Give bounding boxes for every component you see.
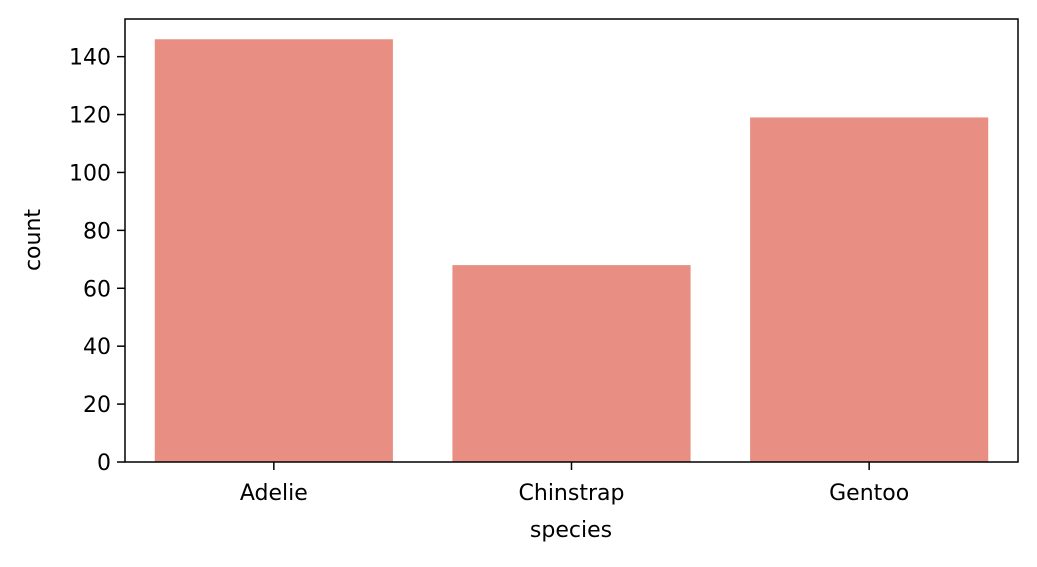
y-tick-label: 120 (69, 104, 111, 129)
bar-chinstrap (452, 265, 691, 462)
y-tick-label: 100 (69, 161, 111, 186)
y-tick-label: 80 (83, 219, 111, 244)
y-tick-label: 140 (69, 46, 111, 71)
y-tick-label: 40 (83, 335, 111, 360)
bar-adelie (154, 39, 393, 462)
y-axis-label: count (21, 209, 46, 271)
x-axis-ticks: Adelie Chinstrap Gentoo (240, 462, 909, 506)
y-tick-label: 0 (97, 451, 111, 476)
x-tick-label: Adelie (240, 481, 308, 506)
y-axis-ticks: 0 20 40 60 80 100 120 140 (69, 46, 125, 476)
bar-gentoo (750, 117, 989, 462)
x-tick-label: Chinstrap (519, 481, 625, 506)
plot-frame (124, 18, 1019, 463)
x-axis-label: species (530, 518, 612, 543)
x-tick-label: Gentoo (829, 481, 909, 506)
bars-group (154, 39, 989, 462)
y-tick-label: 20 (83, 393, 111, 418)
y-tick-label: 60 (83, 277, 111, 302)
